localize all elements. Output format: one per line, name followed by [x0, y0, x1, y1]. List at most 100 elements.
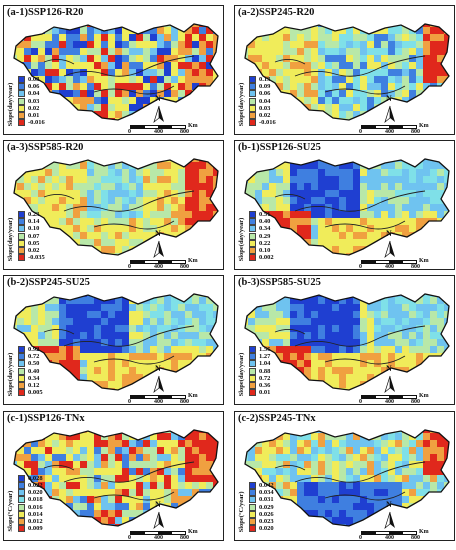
map-cell: [346, 97, 354, 105]
map-cell: [220, 211, 223, 218]
map-cell: [14, 24, 18, 28]
map-cell: [80, 34, 88, 42]
map-cell: [248, 447, 256, 455]
map-cell: [276, 325, 284, 333]
map-cell: [283, 440, 291, 448]
legend-entry: 0.01: [18, 112, 39, 120]
map-cell: [388, 311, 396, 319]
map-cell: [185, 246, 193, 254]
map-cell: [66, 55, 74, 63]
map-cell: [353, 27, 361, 35]
map-cell: [283, 83, 291, 91]
map-cell: [185, 374, 193, 382]
map-cell: [108, 374, 116, 382]
map-cell: [283, 339, 291, 347]
map-cell: [402, 27, 410, 35]
map-cell: [276, 183, 284, 191]
map-cell: [171, 353, 179, 361]
map-cell: [430, 169, 438, 177]
map-cell: [199, 162, 207, 170]
map-cell: [353, 433, 361, 441]
map-cell: [437, 69, 445, 77]
map-cell: [402, 475, 410, 483]
map-cell: [206, 510, 214, 518]
map-cell: [423, 190, 431, 198]
map-cell: [220, 475, 223, 482]
map-cell: [332, 225, 340, 233]
map-cell: [346, 211, 354, 219]
map-cell: [395, 346, 403, 354]
map-cell: [122, 510, 130, 518]
map-cell: [66, 482, 74, 490]
map-cell: [339, 297, 347, 305]
map-cell: [409, 76, 417, 84]
map-cell: [59, 62, 67, 70]
map-cell: [38, 475, 46, 483]
map-cell: [185, 62, 193, 70]
map-cell: [206, 97, 214, 105]
map-cell: [213, 381, 218, 389]
legend-swatch: [249, 382, 256, 390]
map-cell: [143, 190, 151, 198]
map-panel-8: (c-2)SSP245-TNx Slope(°C/year) 0.042 0.034 0…: [234, 411, 455, 541]
map-cell: [332, 76, 340, 84]
map-cell: [409, 482, 417, 490]
map-cell: [430, 381, 438, 389]
map-cell: [122, 225, 130, 233]
map-cell: [339, 169, 347, 177]
map-cell: [367, 447, 375, 455]
map-cell: [220, 239, 223, 246]
map-cell: [199, 454, 207, 462]
map-cell: [45, 159, 53, 163]
map-cell: [213, 24, 218, 28]
map-cell: [311, 367, 319, 375]
map-cell: [297, 76, 305, 84]
map-cell: [451, 27, 454, 34]
legend-entry: 0.023: [249, 518, 274, 526]
map-cell: [346, 517, 354, 525]
map-cell: [101, 447, 109, 455]
map-cell: [220, 447, 223, 454]
map-cell: [360, 69, 368, 77]
map-cell: [108, 97, 116, 105]
map-cell: [318, 503, 326, 511]
map-cell: [269, 55, 277, 63]
map-cell: [276, 482, 284, 490]
map-cell: [353, 475, 361, 483]
map-cell: [262, 159, 270, 163]
map-cell: [94, 62, 102, 70]
map-cell: [360, 48, 368, 56]
map-cell: [437, 104, 445, 112]
map-cell: [374, 430, 382, 434]
map-cell: [213, 34, 218, 42]
map-cell: [101, 454, 109, 462]
map-cell: [248, 430, 256, 434]
map-cell: [101, 440, 109, 448]
river-line: [294, 190, 426, 212]
map-cell: [199, 69, 207, 77]
map-cell: [213, 246, 218, 254]
map-cell: [388, 225, 396, 233]
map-cell: [262, 62, 270, 70]
map-cell: [346, 232, 354, 240]
map-cell: [17, 461, 25, 469]
map-cell: [87, 447, 95, 455]
map-cell: [122, 294, 130, 298]
map-cell: [52, 461, 60, 469]
map-cell: [325, 360, 333, 368]
map-cell: [73, 294, 81, 298]
map-cell: [45, 318, 53, 326]
map-cell: [73, 318, 81, 326]
map-cell: [353, 162, 361, 170]
map-cell: [318, 176, 326, 184]
scale-tick-label: 800: [180, 399, 189, 405]
map-cell: [115, 353, 123, 361]
map-cell: [269, 325, 277, 333]
map-cell: [206, 524, 214, 526]
map-cell: [24, 162, 32, 170]
map-cell: [353, 83, 361, 91]
map-cell: [52, 211, 60, 219]
map-cell: [73, 461, 81, 469]
legend-axis-title: Slope(day/year): [7, 217, 14, 261]
map-cell: [346, 218, 354, 226]
